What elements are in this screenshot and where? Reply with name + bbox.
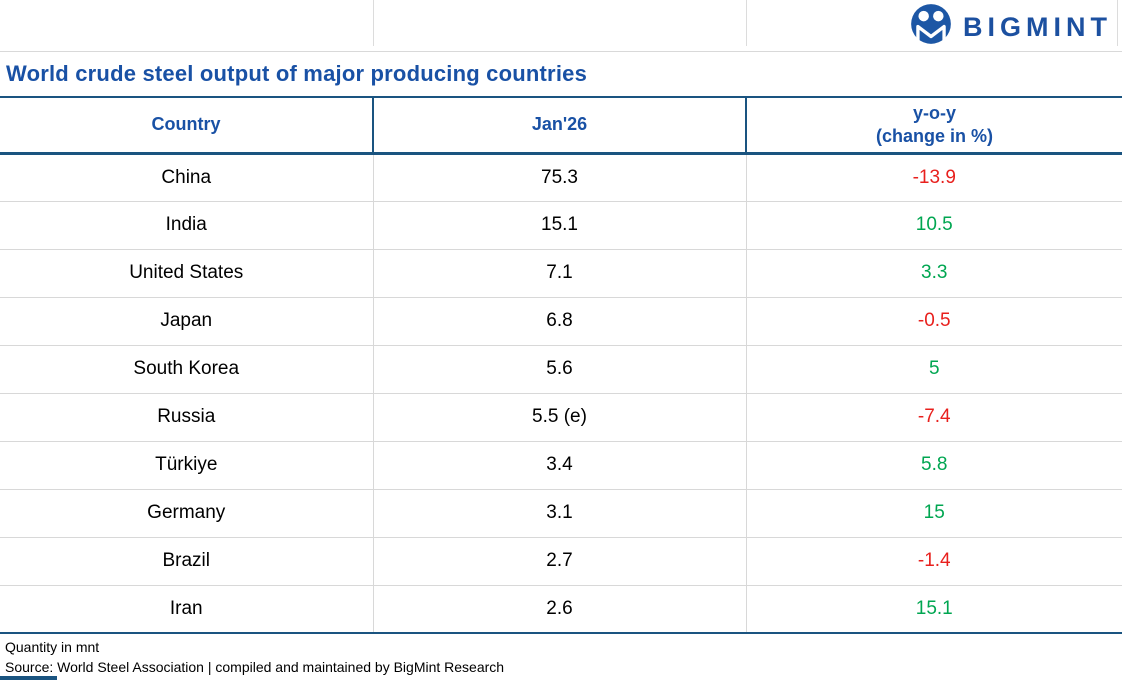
bigmint-logo: BIGMINT [908,2,1112,53]
output-value-cell: 7.1 [372,249,746,298]
column-header-country: Country [0,96,373,155]
source-note: Source: World Steel Association | compil… [5,659,505,675]
unit-note: Quantity in mnt [5,639,100,655]
table-row: India 15.1 10.5 [0,201,1122,250]
country-cell: Türkiye [0,441,373,490]
table-row: Germany 3.1 15 [0,489,1122,538]
yoy-change-cell: 10.5 [745,201,1122,250]
title-row: World crude steel output of major produc… [0,52,1122,96]
output-value-cell: 3.4 [372,441,746,490]
table-row: Russia 5.5 (e) -7.4 [0,393,1122,442]
column-header-yoy-line1: y-o-y [912,102,956,123]
yoy-change-cell: 5.8 [745,441,1122,490]
country-cell: China [0,153,373,202]
country-cell: Iran [0,585,373,634]
table-body: China 75.3 -13.9 India 15.1 10.5 United … [0,153,1122,634]
output-value-cell: 6.8 [372,297,746,346]
top-bar: BIGMINT [0,0,1122,52]
table-row: Japan 6.8 -0.5 [0,297,1122,346]
grid-line-vertical [1117,0,1118,46]
bottom-left-accent-bar [0,676,57,680]
table-row: Iran 2.6 15.1 [0,585,1122,634]
output-value-cell: 5.5 (e) [372,393,746,442]
output-value-cell: 5.6 [372,345,746,394]
bigmint-logo-icon [908,2,954,53]
table-row: United States 7.1 3.3 [0,249,1122,298]
country-cell: India [0,201,373,250]
yoy-change-cell: -13.9 [745,153,1122,202]
country-cell: United States [0,249,373,298]
grid-line-vertical [373,0,374,46]
country-cell: Brazil [0,537,373,586]
table-header: Country Jan'26 y-o-y (change in %) [0,96,1122,155]
table-row: Brazil 2.7 -1.4 [0,537,1122,586]
output-value-cell: 2.6 [372,585,746,634]
yoy-change-cell: -0.5 [745,297,1122,346]
footnotes: Quantity in mnt Source: World Steel Asso… [0,634,1122,677]
grid-line-vertical [746,0,747,46]
table-row: Türkiye 3.4 5.8 [0,441,1122,490]
yoy-change-cell: 15 [745,489,1122,538]
country-cell: Japan [0,297,373,346]
output-value-cell: 15.1 [372,201,746,250]
table-row: China 75.3 -13.9 [0,153,1122,202]
column-header-jan26: Jan'26 [372,96,746,155]
column-header-yoy-line2: (change in %) [875,125,993,146]
column-header-yoy: y-o-y (change in %) [745,96,1122,155]
output-value-cell: 75.3 [372,153,746,202]
bigmint-logo-text: BIGMINT [963,12,1112,42]
yoy-change-cell: -7.4 [745,393,1122,442]
country-cell: Germany [0,489,373,538]
country-cell: Russia [0,393,373,442]
yoy-change-cell: -1.4 [745,537,1122,586]
steel-output-table: Country Jan'26 y-o-y (change in %) China… [0,96,1122,634]
yoy-change-cell: 5 [745,345,1122,394]
country-cell: South Korea [0,345,373,394]
page-title: World crude steel output of major produc… [6,61,587,86]
output-value-cell: 3.1 [372,489,746,538]
output-value-cell: 2.7 [372,537,746,586]
table-row: South Korea 5.6 5 [0,345,1122,394]
yoy-change-cell: 3.3 [745,249,1122,298]
yoy-change-cell: 15.1 [745,585,1122,634]
